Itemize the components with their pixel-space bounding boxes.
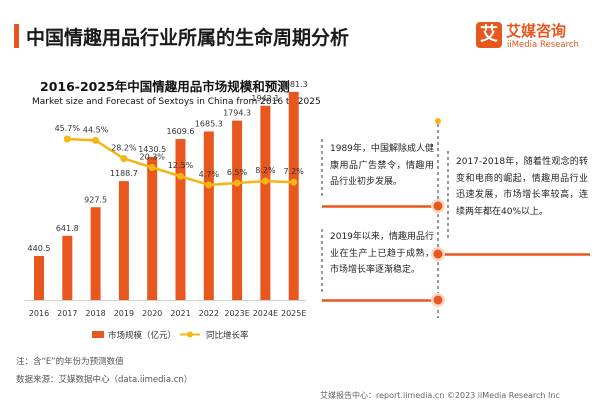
data-source: 数据来源：艾媒数据中心（data.iimedia.cn）: [16, 375, 193, 385]
bar-2017: [62, 235, 73, 300]
timeline-start-dot: [435, 118, 441, 124]
timeline-node-2: [433, 249, 443, 259]
x-tick-label-2021: 2021: [170, 309, 190, 318]
growth-point-2022: [205, 181, 213, 189]
growth-point-2020: [148, 163, 156, 171]
timeline-node-3: [433, 295, 443, 305]
legend-bar-label: 市场规模（亿元）: [108, 330, 176, 341]
growth-label-2019: 28.2%: [111, 144, 137, 153]
x-tick-label-2025E: 2025E: [281, 309, 306, 318]
growth-point-2025E: [290, 178, 298, 186]
growth-point-2018: [92, 136, 100, 144]
bar-label-2017: 641.8: [56, 224, 79, 233]
bar-label-2016: 440.5: [28, 244, 51, 253]
growth-point-2017: [63, 135, 71, 143]
bar-label-2022: 1685.3: [195, 119, 223, 128]
bar-label-2024E: 1942.1: [251, 94, 279, 103]
x-tick-label-2023E: 2023E: [224, 309, 249, 318]
legend-line-marker: [187, 331, 193, 338]
growth-point-2021: [177, 172, 184, 180]
logo-mark-icon: 艾: [476, 22, 502, 48]
brand-logo: 艾 艾媒咨询 iiMedia Research: [476, 20, 588, 54]
bar-label-2020: 1430.5: [138, 145, 166, 154]
bar-2020: [147, 156, 158, 300]
growth-label-2023E: 6.5%: [227, 168, 248, 177]
growth-point-2024E: [261, 177, 269, 185]
bar-label-2019: 1188.7: [110, 169, 138, 178]
x-tick-label-2018: 2018: [85, 309, 105, 318]
annotation-2019: 2019年以来，情趣用品行业在生产上已趋于成熟，市场增长率逐渐稳定。: [330, 232, 434, 275]
x-tick-label-2016: 2016: [29, 309, 49, 318]
x-tick-label-2024E: 2024E: [253, 309, 278, 318]
growth-label-2022: 4.7%: [199, 170, 220, 179]
footnote: 注：含“E”的年份为预测数值: [16, 357, 124, 367]
x-tick-label-2019: 2019: [114, 309, 134, 318]
x-tick-label-2022: 2022: [199, 309, 219, 318]
title-accent-bar: [14, 24, 19, 48]
bar-2021: [175, 139, 186, 300]
bar-label-2021: 1609.6: [167, 127, 195, 136]
timeline-node-1: [433, 201, 443, 211]
growth-label-2018: 44.5%: [83, 125, 109, 134]
bar-2022: [203, 131, 214, 300]
bar-2023E: [232, 120, 243, 300]
report-footer: 艾媒报告中心：report.iimedia.cn ©2023 iiMedia R…: [320, 391, 560, 400]
growth-label-2017: 45.7%: [55, 124, 81, 133]
annotation-2017-2018: 2017-2018年，随着性观念的转变和电商的崛起，情趣用品行业迅速发展，市场增…: [456, 157, 588, 217]
logo-text-cn: 艾媒咨询: [506, 22, 567, 40]
bar-2019: [118, 181, 129, 300]
chart-subtitle: Market size and Forecast of Sextoys in C…: [32, 97, 321, 107]
annotation-1989: 1989年，中国解除成人健康用品广告禁令，情趣用品行业初步发展。: [330, 144, 434, 187]
logo-text-en: iiMedia Research: [507, 40, 579, 50]
bar-2016: [34, 255, 44, 300]
growth-point-2023E: [233, 179, 241, 187]
x-tick-label-2017: 2017: [57, 309, 77, 318]
legend-bar-swatch: [92, 331, 104, 338]
legend-line-label: 同比增长率: [206, 330, 249, 341]
growth-label-2025E: 7.2%: [284, 167, 305, 176]
growth-label-2021: 12.5%: [168, 161, 194, 170]
chart-title: 2016-2025年中国情趣用品市场规模和预测: [40, 79, 290, 94]
growth-point-2019: [120, 155, 128, 163]
bar-2018: [90, 207, 101, 300]
growth-label-2020: 20.3%: [139, 152, 165, 161]
bar-2025E: [288, 91, 299, 301]
page-title: 中国情趣用品行业所属的生命周期分析: [26, 27, 350, 49]
growth-label-2024E: 8.2%: [255, 166, 276, 175]
bar-2024E: [260, 105, 271, 300]
bar-label-2023E: 1794.3: [223, 109, 251, 118]
bar-label-2018: 927.5: [84, 195, 107, 204]
x-tick-label-2020: 2020: [142, 309, 162, 318]
bar-label-2025E: 2081.3: [280, 80, 308, 89]
